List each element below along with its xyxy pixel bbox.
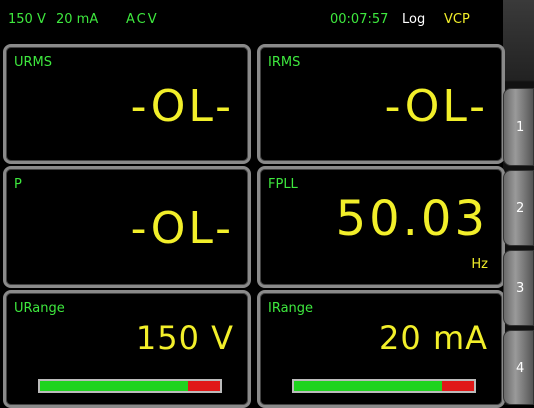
log: Log (402, 12, 425, 27)
current-range: 20 mA (56, 12, 98, 27)
time: 00:07:57 (330, 12, 388, 27)
mode: ACV (126, 12, 159, 27)
softkey-label: 2 (516, 201, 524, 216)
tile-label: P (14, 177, 22, 192)
tile-value: 50.03 (336, 191, 488, 247)
softkey-label: 4 (516, 361, 524, 376)
tile-label: IRMS (268, 55, 300, 70)
softkey-label: 3 (516, 281, 524, 296)
side-softkey[interactable]: 3 (503, 250, 534, 326)
range-bar-overload (442, 381, 474, 391)
tile-label: FPLL (268, 177, 298, 192)
range-bar-overload (188, 381, 220, 391)
status-bar: 150 V 20 mA ACV 00:07:57 Log VCP (0, 0, 500, 40)
measurement-tile: IRange 20 mA (257, 290, 505, 408)
measurement-tile: URMS -OL- (3, 44, 251, 164)
side-softkey[interactable]: 1 (503, 88, 534, 166)
measurement-tile: FPLL 50.03 Hz (257, 166, 505, 288)
tile-label: IRange (268, 301, 313, 316)
tile-unit: Hz (471, 257, 488, 272)
tile-value: 20 mA (379, 319, 488, 357)
softkey-label: 1 (516, 120, 524, 135)
screen: 150 V 20 mA ACV 00:07:57 Log VCP URMS -OL… (0, 0, 534, 405)
tile-label: URange (14, 301, 65, 316)
tile-value: -OL- (131, 81, 234, 132)
tile-label: URMS (14, 55, 52, 70)
voltage-range: 150 V (8, 12, 46, 27)
range-bar (292, 379, 476, 393)
measurement-tile: IRMS -OL- (257, 44, 505, 164)
tile-value: -OL- (131, 203, 234, 254)
range-bar (38, 379, 222, 393)
tile-value: 150 V (136, 319, 234, 357)
measurement-tile: URange 150 V (3, 290, 251, 408)
side-softkey[interactable]: 2 (503, 170, 534, 246)
measurement-tile: P -OL- (3, 166, 251, 288)
interface: VCP (444, 12, 470, 27)
tile-value: -OL- (385, 81, 488, 132)
side-softkey[interactable]: 4 (503, 330, 534, 405)
